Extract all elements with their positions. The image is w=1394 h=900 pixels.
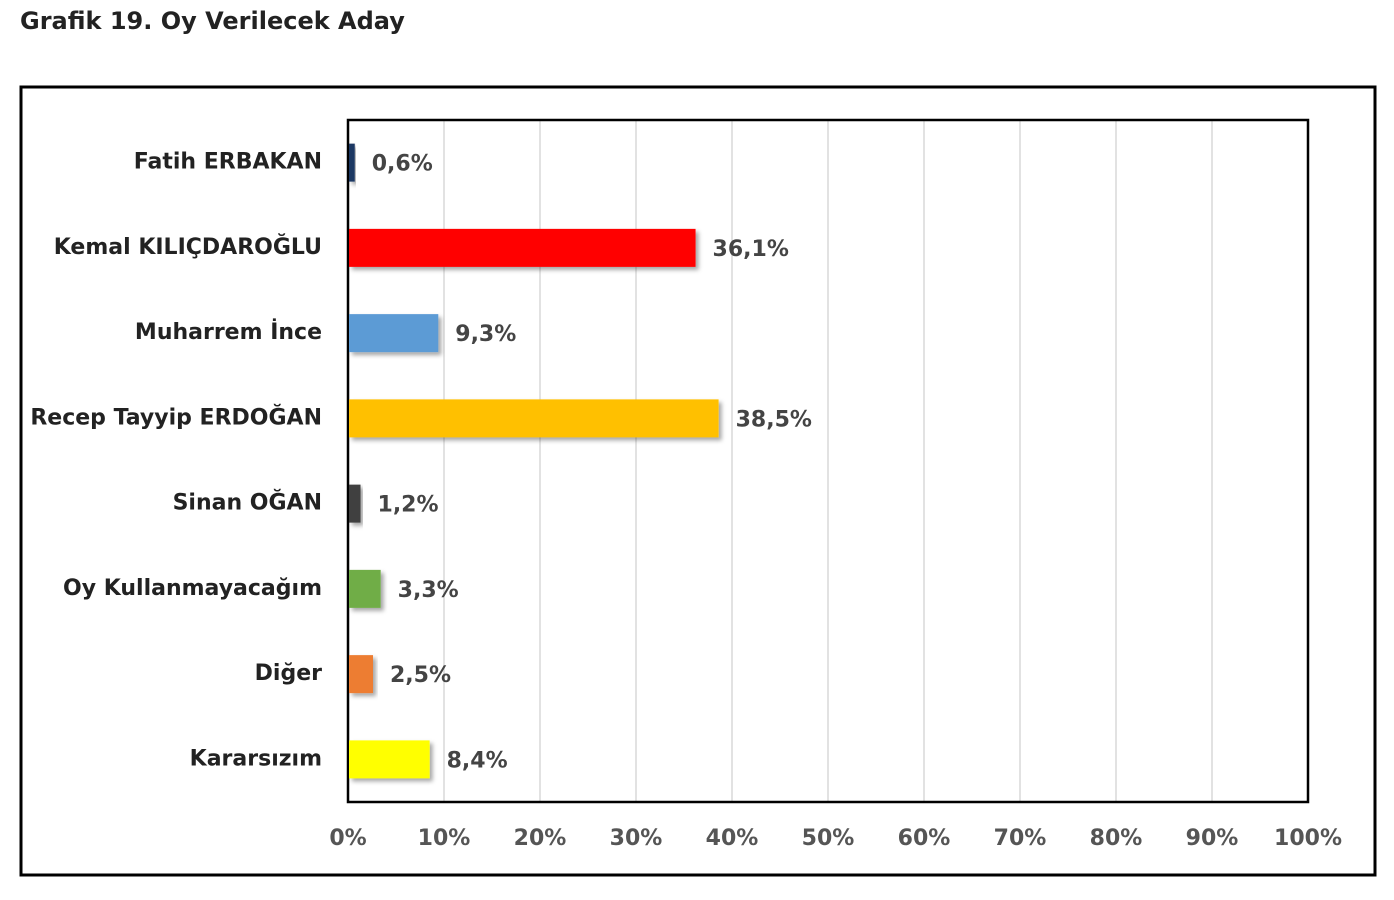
x-tick-label: 30% [610,826,663,851]
y-tick-label: Muharrem İnce [135,319,322,345]
x-tick-label: 80% [1090,826,1143,851]
x-tick-label: 70% [994,826,1047,851]
y-tick-label: Kemal KILIÇDAROĞLU [54,234,322,260]
bar [349,655,373,694]
x-tick-label: 60% [898,826,951,851]
data-label: 3,3% [398,578,459,603]
data-label: 1,2% [378,493,439,518]
bar [349,399,719,438]
bar [349,228,696,267]
y-tick-label: Kararsızım [190,746,322,771]
bar [349,314,439,353]
chart-title: Grafik 19. Oy Verilecek Aday [20,7,405,35]
x-tick-label: 90% [1186,826,1239,851]
data-label: 38,5% [736,407,812,432]
y-tick-label: Recep Tayyip ERDOĞAN [30,404,322,430]
x-tick-label: 20% [514,826,567,851]
y-tick-label: Sinan OĞAN [173,490,322,516]
data-label: 9,3% [455,322,516,347]
x-tick-label: 100% [1274,826,1342,851]
bar [349,143,355,182]
bar [349,740,430,779]
bar [349,484,361,523]
bar [349,569,381,608]
y-tick-label: Diğer [255,661,322,686]
y-tick-label: Oy Kullanmayacağım [63,576,322,601]
data-label: 8,4% [447,748,508,773]
chart-frame [19,85,1377,877]
x-tick-label: 40% [706,826,759,851]
y-tick-label: Fatih ERBAKAN [134,150,322,175]
data-label: 36,1% [713,237,789,262]
data-label: 2,5% [390,663,451,688]
data-label: 0,6% [372,152,433,177]
plot-border [346,118,1310,804]
x-tick-label: 10% [418,826,471,851]
x-tick-label: 0% [329,826,366,851]
x-tick-label: 50% [802,826,855,851]
